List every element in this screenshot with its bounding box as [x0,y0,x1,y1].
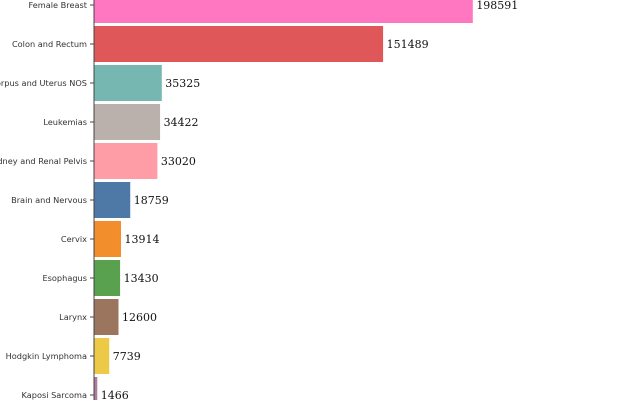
bar-esophagus [94,260,121,296]
y-tick-label: Leukemias [43,117,87,127]
value-label: 7739 [113,350,141,363]
y-tick-label: Brain and Nervous [11,195,87,205]
y-tick-label: Hodgkin Lymphoma [6,351,87,361]
value-label: 12600 [122,311,157,324]
y-tick-label: Larynx [59,312,87,322]
bar-kidney-and-renal-pelvis [94,143,158,179]
bar-brain-and-nervous [94,182,131,218]
bar-female-breast [94,0,473,23]
value-label: 198591 [476,0,518,12]
y-tick-label: Corpus and Uterus NOS [0,78,87,88]
value-label: 33020 [161,155,196,168]
labels-group: Female Breast 198591 Colon and Rectum 15148… [0,0,518,400]
y-tick-label: Cervix [61,234,87,244]
bar-kaposi-sarcoma [94,377,98,400]
y-tick-label: Female Breast [28,0,87,10]
value-label: 1466 [101,389,129,400]
bars-group [94,0,473,400]
y-tick-label: Kaposi Sarcoma [22,390,88,400]
bar-cervix [94,221,122,257]
bar-leukemias [94,104,161,140]
y-tick-label: Colon and Rectum [12,39,87,49]
value-label: 18759 [134,194,169,207]
value-label: 13430 [124,272,159,285]
bar-corpus-and-uterus-nos [94,65,162,101]
value-label: 13914 [125,233,160,246]
y-tick-label: Esophagus [42,273,87,283]
bar-larynx [94,299,119,335]
value-label: 35325 [165,77,200,90]
bar-colon-and-rectum [94,26,384,62]
bar-hodgkin-lymphoma [94,338,110,374]
value-label: 151489 [387,38,429,51]
y-tick-label: Kidney and Renal Pelvis [0,156,87,166]
value-label: 34422 [164,116,199,129]
